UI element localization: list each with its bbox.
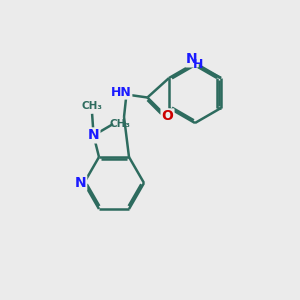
Text: CH₃: CH₃ — [109, 119, 130, 129]
Text: N: N — [186, 52, 198, 66]
Text: HN: HN — [111, 85, 131, 99]
Text: CH₃: CH₃ — [82, 101, 103, 111]
Text: H: H — [193, 58, 204, 71]
Text: N: N — [75, 176, 86, 190]
Text: O: O — [162, 110, 173, 123]
Text: N: N — [88, 128, 99, 142]
